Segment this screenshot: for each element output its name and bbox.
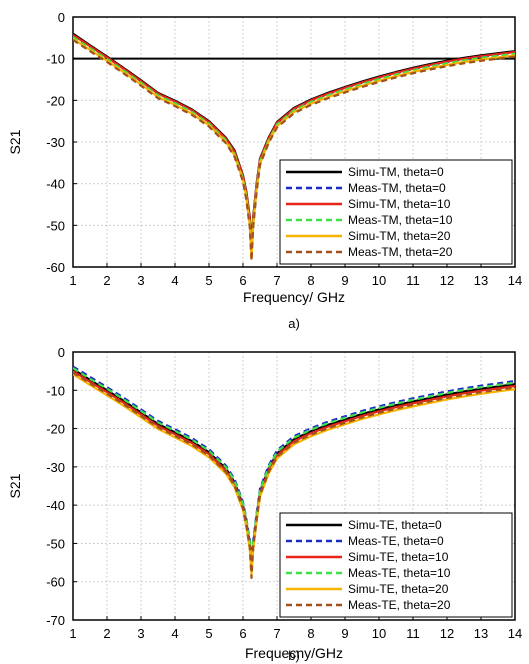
x-tick-label: 2: [103, 273, 110, 288]
y-tick-label: -60: [46, 575, 65, 590]
legend-label: Meas-TM, theta=20: [348, 245, 453, 259]
x-tick-label: 9: [341, 626, 348, 641]
x-tick-label: 14: [508, 626, 522, 641]
y-tick-label: -30: [46, 135, 65, 150]
x-tick-label: 6: [239, 273, 246, 288]
x-tick-label: 8: [307, 626, 314, 641]
legend-label: Meas-TE, theta=0: [348, 534, 444, 548]
x-tick-label: 8: [307, 273, 314, 288]
legend: Simu-TE, theta=0 Meas-TE, theta=0 Simu-TE,…: [279, 512, 513, 618]
panel-caption: b): [288, 648, 300, 663]
x-tick-label: 10: [372, 626, 386, 641]
x-tick-label: 7: [273, 273, 280, 288]
x-tick-label: 10: [372, 273, 386, 288]
y-tick-label: -50: [46, 218, 65, 233]
panel-caption: a): [288, 316, 300, 331]
y-tick-label: -30: [46, 460, 65, 475]
x-tick-label: 11: [406, 273, 420, 288]
y-axis-label: S21: [7, 473, 23, 498]
x-tick-label: 14: [508, 273, 522, 288]
legend-box: [279, 159, 513, 265]
legend-label: Simu-TE, theta=0: [348, 518, 442, 532]
x-axis-label: Frequency/ GHz: [243, 289, 345, 305]
legend-label: Simu-TE, theta=20: [348, 582, 449, 596]
x-tick-label: 3: [137, 626, 144, 641]
chart-panel-1: 1 2 3 4 5 6 7 8 9 10 11 12 13 140-10-20-30-40-50-60Fr…: [7, 10, 522, 331]
y-tick-label: -10: [46, 52, 65, 67]
x-tick-label: 12: [440, 626, 454, 641]
y-tick-label: -20: [46, 93, 65, 108]
legend-label: Meas-TM, theta=10: [348, 213, 453, 227]
x-axis-label: Frequecny/GHz: [245, 645, 343, 661]
x-tick-label: 7: [273, 626, 280, 641]
curves: [73, 32, 515, 262]
x-tick-label: 9: [341, 273, 348, 288]
y-tick-label: -60: [46, 260, 65, 275]
x-tick-label: 11: [406, 626, 420, 641]
y-tick-label: -40: [46, 498, 65, 513]
plot-frame: [72, 351, 516, 621]
legend-label: Simu-TM, theta=0: [348, 165, 444, 179]
x-tick-label: 5: [205, 626, 212, 641]
series-line-6: [73, 371, 515, 579]
legend-box: [279, 512, 513, 618]
x-tick-label: 1: [69, 273, 76, 288]
y-tick-label: -20: [46, 422, 65, 437]
legend: Simu-TM, theta=0 Meas-TM, theta=0 Simu-TM,…: [279, 159, 513, 265]
x-tick-label: 5: [205, 273, 212, 288]
legend-label: Meas-TM, theta=0: [348, 181, 446, 195]
y-tick-label: 0: [58, 345, 65, 360]
x-tick-label: 4: [171, 626, 178, 641]
x-tick-label: 13: [474, 626, 488, 641]
legend-label: Simu-TE, theta=10: [348, 550, 449, 564]
y-tick-label: -40: [46, 177, 65, 192]
y-tick-label: -70: [46, 613, 65, 628]
legend-label: Meas-TE, theta=20: [348, 598, 451, 612]
series-line-4: [73, 36, 515, 258]
series-line-6: [73, 39, 515, 262]
legend-label: Simu-TM, theta=20: [348, 229, 451, 243]
x-tick-label: 4: [171, 273, 178, 288]
x-tick-label: 1: [69, 626, 76, 641]
x-tick-label: 12: [440, 273, 454, 288]
y-tick-label: 0: [58, 10, 65, 25]
x-tick-label: 3: [137, 273, 144, 288]
x-tick-label: 13: [474, 273, 488, 288]
legend-label: Meas-TE, theta=10: [348, 566, 451, 580]
y-tick-label: -10: [46, 383, 65, 398]
y-tick-label: -50: [46, 536, 65, 551]
curves: [73, 365, 515, 579]
x-tick-label: 2: [103, 626, 110, 641]
x-tick-label: 6: [239, 626, 246, 641]
chart-panel-2: 1 2 3 4 5 6 7 8 9 10 11 12 13 140-10-20-30-40-50-60-7…: [7, 345, 522, 663]
legend-label: Simu-TM, theta=10: [348, 197, 451, 211]
y-axis-label: S21: [7, 129, 23, 154]
